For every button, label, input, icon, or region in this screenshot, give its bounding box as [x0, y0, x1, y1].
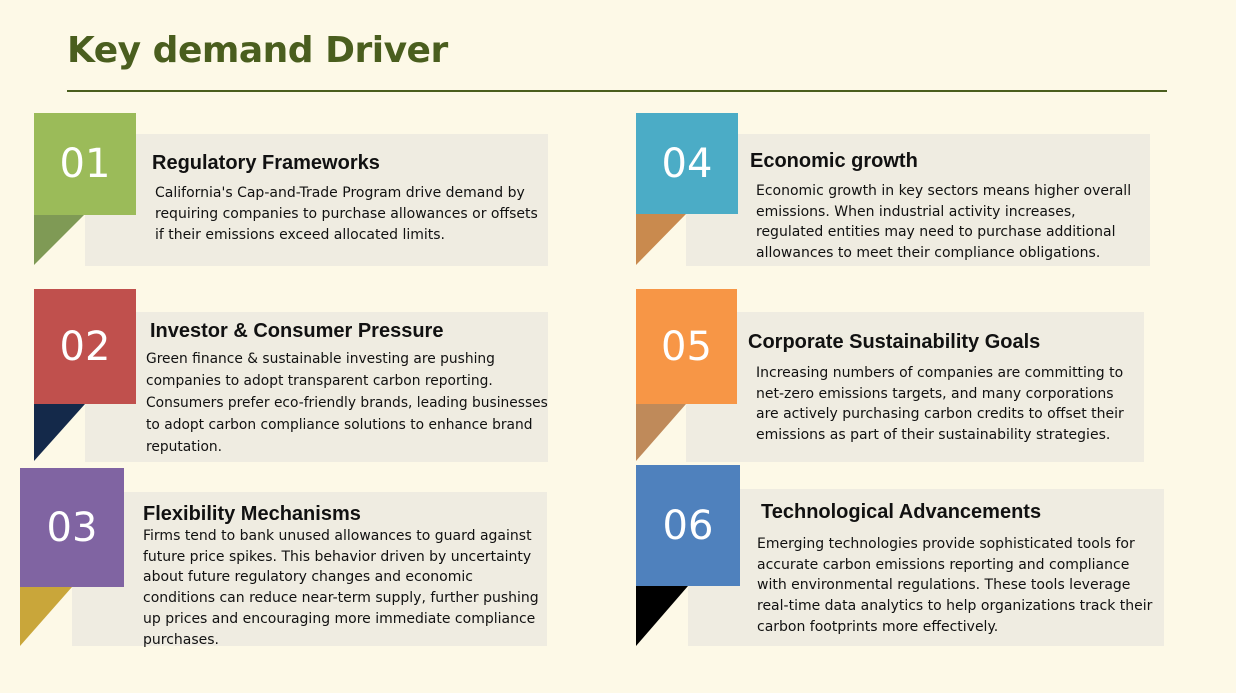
- driver-body-01: California's Cap-and-Trade Program drive…: [155, 185, 538, 243]
- driver-card-06: [688, 489, 1164, 646]
- driver-title-03: Flexibility Mechanisms: [143, 503, 361, 525]
- fold-02: [34, 404, 85, 461]
- badge-02: 02: [34, 289, 136, 404]
- fold-06: [636, 586, 688, 646]
- fold-03: [20, 587, 72, 646]
- badge-01: 01: [34, 113, 136, 215]
- fold-04: [636, 214, 686, 265]
- fold-01: [34, 215, 84, 265]
- driver-card-05: [686, 312, 1144, 462]
- title-divider: [67, 90, 1167, 92]
- driver-title-05: Corporate Sustainability Goals: [748, 331, 1041, 353]
- driver-card-04: [686, 134, 1150, 266]
- driver-body-06: Emerging technologies provide sophistica…: [757, 536, 1153, 635]
- badge-05: 05: [636, 289, 737, 404]
- driver-title-06: Technological Advancements: [761, 501, 1042, 523]
- driver-title-04: Economic growth: [750, 150, 918, 172]
- fold-05: [636, 404, 686, 461]
- driver-card-02: [85, 312, 548, 462]
- driver-body-05: Increasing numbers of companies are comm…: [756, 365, 1124, 444]
- driver-body-03: Firms tend to bank unused allowances to …: [143, 528, 539, 648]
- page-title: Key demand Driver: [67, 30, 448, 71]
- badge-03: 03: [20, 468, 124, 587]
- driver-title-01: Regulatory Frameworks: [152, 152, 380, 174]
- badge-06: 06: [636, 465, 740, 586]
- driver-body-04: Economic growth in key sectors means hig…: [756, 183, 1132, 262]
- driver-card-03: [72, 492, 547, 646]
- driver-card-01: [85, 134, 548, 266]
- driver-title-02: Investor & Consumer Pressure: [150, 320, 444, 342]
- badge-04: 04: [636, 113, 738, 214]
- driver-body-02: Green finance & sustainable investing ar…: [146, 351, 548, 455]
